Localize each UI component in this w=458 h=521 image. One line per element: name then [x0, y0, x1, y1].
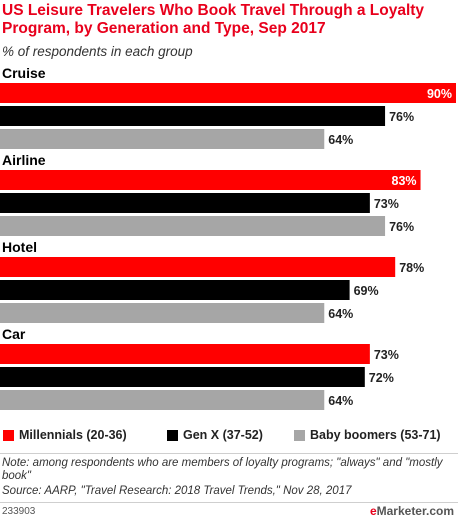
- bar-chart: Cruise 90% 76% 64% Airline 83% 73% 76% Hotel 78% 6…: [0, 65, 456, 410]
- bar-airline-baby-boomers-53-71: [0, 216, 386, 236]
- bar-hotel-gen-x-37-52: [0, 280, 350, 300]
- value-label-car-millennials-20-36: 73%: [374, 348, 399, 362]
- category-label-car: Car: [2, 326, 26, 342]
- category-label-cruise: Cruise: [2, 65, 46, 81]
- legend-item-baby-boomers: Baby boomers (53-71): [294, 428, 441, 442]
- value-label-hotel-baby-boomers-53-71: 64%: [328, 307, 353, 321]
- legend: Millennials (20-36) Gen X (37-52) Baby b…: [0, 428, 458, 448]
- bar-hotel-millennials-20-36: [0, 257, 396, 277]
- value-label-cruise-baby-boomers-53-71: 64%: [328, 133, 353, 147]
- legend-swatch-millennials: [3, 429, 14, 441]
- legend-item-millennials: Millennials (20-36): [3, 428, 127, 442]
- bar-hotel-baby-boomers-53-71: [0, 303, 325, 323]
- chart-note: Note: among respondents who are members …: [2, 457, 443, 482]
- bar-cruise-gen-x-37-52: [0, 106, 386, 126]
- chart-title: US Leisure Travelers Who Book Travel Thr…: [2, 2, 425, 37]
- chart-subtitle: % of respondents in each group: [2, 44, 193, 59]
- value-label-airline-baby-boomers-53-71: 76%: [389, 220, 414, 234]
- value-label-car-gen-x-37-52: 72%: [369, 371, 394, 385]
- footer-divider-bottom: [0, 502, 458, 503]
- value-label-car-baby-boomers-53-71: 64%: [328, 394, 353, 408]
- chart-source: Source: AARP, "Travel Research: 2018 Tra…: [2, 485, 352, 497]
- value-label-cruise-millennials-20-36: 90%: [427, 87, 452, 101]
- legend-item-gen-x: Gen X (37-52): [167, 428, 263, 442]
- bar-airline-millennials-20-36: [0, 170, 421, 190]
- footer-divider: [0, 453, 458, 454]
- bar-cruise-millennials-20-36: [0, 83, 456, 103]
- value-label-airline-millennials-20-36: 83%: [392, 174, 417, 188]
- legend-label-gen-x: Gen X (37-52): [183, 428, 263, 442]
- legend-swatch-baby-boomers: [294, 429, 305, 441]
- value-label-hotel-millennials-20-36: 78%: [399, 261, 424, 275]
- category-label-airline: Airline: [2, 152, 46, 168]
- brand-logo-text: Marketer.com: [376, 504, 454, 518]
- legend-label-baby-boomers: Baby boomers (53-71): [310, 428, 441, 442]
- value-label-cruise-gen-x-37-52: 76%: [389, 110, 414, 124]
- bar-airline-gen-x-37-52: [0, 193, 370, 213]
- brand-logo-e: e: [369, 504, 377, 518]
- value-label-airline-gen-x-37-52: 73%: [374, 197, 399, 211]
- bar-car-baby-boomers-53-71: [0, 390, 325, 410]
- chart-id: 233903: [2, 506, 36, 517]
- value-label-hotel-gen-x-37-52: 69%: [354, 284, 379, 298]
- bar-car-gen-x-37-52: [0, 367, 365, 387]
- legend-swatch-gen-x: [167, 429, 178, 441]
- bar-cruise-baby-boomers-53-71: [0, 129, 325, 149]
- brand-logo: eMarketer.com: [370, 504, 454, 518]
- category-label-hotel: Hotel: [2, 239, 37, 255]
- bar-car-millennials-20-36: [0, 344, 370, 364]
- legend-label-millennials: Millennials (20-36): [19, 428, 127, 442]
